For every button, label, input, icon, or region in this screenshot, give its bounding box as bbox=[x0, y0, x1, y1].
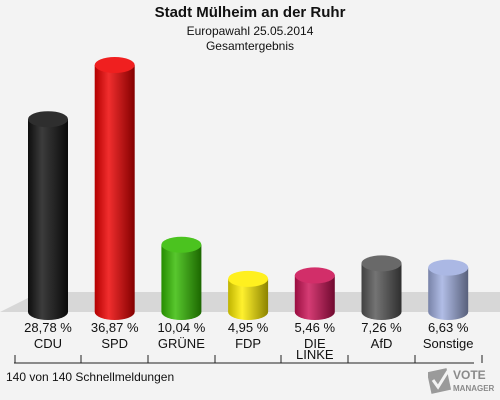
logo-text-vote: VOTE bbox=[453, 368, 486, 382]
category-label: GRÜNE bbox=[158, 336, 205, 351]
category-label: FDP bbox=[235, 336, 261, 351]
footer-status: 140 von 140 Schnellmeldungen bbox=[6, 370, 175, 384]
ballot-check-icon bbox=[428, 368, 452, 394]
vote-manager-logo: VOTE MANAGER bbox=[428, 368, 495, 394]
value-label: 6,63 % bbox=[428, 320, 469, 335]
value-label: 7,26 % bbox=[361, 320, 402, 335]
category-label: LINKE bbox=[296, 347, 334, 362]
chart-subtitle-election: Europawahl 25.05.2014 bbox=[186, 24, 314, 38]
value-label: 28,78 % bbox=[24, 320, 72, 335]
bar-fdp bbox=[228, 270, 269, 320]
value-label: 4,95 % bbox=[228, 320, 269, 335]
category-label: Sonstige bbox=[423, 336, 474, 351]
category-label: DIE bbox=[304, 336, 326, 351]
category-label: SPD bbox=[101, 336, 128, 351]
bar-sonstige bbox=[428, 259, 469, 320]
bar-cdu bbox=[28, 111, 68, 320]
value-label: 5,46 % bbox=[295, 320, 336, 335]
category-label: AfD bbox=[371, 336, 393, 351]
chart-subtitle-result: Gesamtergebnis bbox=[205, 39, 295, 53]
bar-afd bbox=[361, 255, 402, 320]
category-label: CDU bbox=[34, 336, 62, 351]
bar-grüne bbox=[161, 236, 202, 320]
bar-spd bbox=[94, 57, 135, 320]
logo-text-manager: MANAGER bbox=[453, 384, 495, 393]
chart-title: Stadt Mülheim an der Ruhr bbox=[154, 4, 346, 21]
value-label: 10,04 % bbox=[158, 320, 206, 335]
value-label: 36,87 % bbox=[91, 320, 139, 335]
bar-die-linke bbox=[294, 267, 335, 320]
